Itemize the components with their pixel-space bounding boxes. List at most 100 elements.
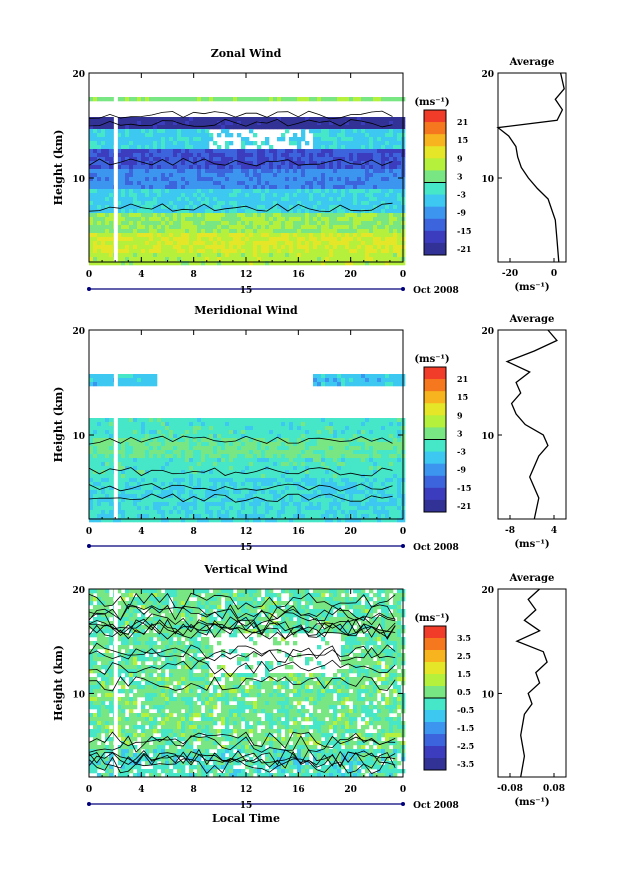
- colorbar-swatch: [424, 242, 446, 256]
- heatmap-cell: [105, 245, 110, 250]
- heatmap-cell: [313, 229, 318, 234]
- heatmap-cell: [237, 201, 242, 206]
- heatmap-cell: [365, 422, 370, 427]
- heatmap-cell: [337, 482, 342, 487]
- heatmap-cell: [353, 446, 358, 451]
- heatmap-cell: [261, 217, 266, 222]
- heatmap-cell: [329, 490, 334, 495]
- heatmap-cell: [305, 253, 310, 258]
- heatmap-cell: [397, 261, 402, 266]
- heatmap-cell: [169, 233, 174, 238]
- heatmap-cell: [361, 149, 366, 154]
- heatmap-cell: [105, 129, 110, 134]
- heatmap-cell: [317, 502, 322, 507]
- heatmap-cell: [177, 514, 182, 519]
- heatmap-cell: [241, 237, 246, 242]
- heatmap-cell: [337, 165, 342, 170]
- heatmap-cell: [365, 209, 370, 214]
- heatmap-cell: [273, 446, 278, 451]
- heatmap-cell: [325, 245, 330, 250]
- heatmap-cell: [181, 209, 186, 214]
- heatmap-cell: [233, 498, 238, 503]
- heatmap-cell: [241, 125, 246, 130]
- heatmap-cell: [397, 189, 402, 194]
- heatmap-cell: [89, 245, 94, 250]
- heatmap-cell: [221, 450, 226, 455]
- heatmap-cell: [169, 434, 174, 439]
- heatmap-cell: [161, 237, 166, 242]
- heatmap-cell: [329, 137, 334, 142]
- heatmap-cell: [253, 458, 258, 463]
- heatmap-cell: [389, 165, 394, 170]
- heatmap-cell: [145, 245, 150, 250]
- heatmap-cell: [373, 490, 378, 495]
- heatmap-cell: [277, 494, 282, 499]
- heatmap-cell: [281, 209, 286, 214]
- heatmap-cell: [109, 261, 114, 266]
- heatmap-cell: [329, 374, 334, 379]
- heatmap-cell: [337, 185, 342, 190]
- heatmap-cell: [333, 125, 338, 130]
- heatmap-cell: [301, 165, 306, 170]
- heatmap-cell: [241, 466, 246, 471]
- heatmap-cell: [157, 221, 162, 226]
- heatmap-cell: [353, 209, 358, 214]
- heatmap-cell: [157, 161, 162, 166]
- heatmap-cell: [177, 249, 182, 254]
- heatmap-cell: [297, 249, 302, 254]
- heatmap-cell: [325, 434, 330, 439]
- heatmap-cell: [389, 245, 394, 250]
- heatmap-cell: [229, 165, 234, 170]
- heatmap-cell: [329, 261, 334, 266]
- heatmap-cell: [137, 374, 142, 379]
- heatmap-cell: [241, 486, 246, 491]
- panel-title: Meridional Wind: [194, 304, 298, 317]
- heatmap-cell: [249, 201, 254, 206]
- heatmap-cell: [341, 261, 346, 266]
- heatmap-cell: [293, 205, 298, 210]
- heatmap-cell: [317, 225, 322, 230]
- heatmap-cell: [197, 474, 202, 479]
- heatmap-cell: [349, 434, 354, 439]
- heatmap-cell: [93, 237, 98, 242]
- heatmap-cell: [329, 510, 334, 515]
- heatmap-cell: [149, 506, 154, 511]
- heatmap-cell: [377, 129, 382, 134]
- heatmap-cell: [173, 121, 178, 126]
- heatmap-cell: [141, 229, 146, 234]
- heatmap-cell: [185, 510, 190, 515]
- heatmap-cell: [105, 241, 110, 246]
- heatmap-cell: [293, 213, 298, 218]
- heatmap-cell: [317, 498, 322, 503]
- heatmap-cell: [377, 257, 382, 262]
- heatmap-cell: [309, 261, 314, 266]
- heatmap-cell: [293, 506, 298, 511]
- heatmap-cell: [385, 173, 390, 178]
- heatmap-cell: [321, 225, 326, 230]
- heatmap-cell: [341, 149, 346, 154]
- heatmap-cell: [253, 141, 258, 146]
- heatmap-cell: [97, 125, 102, 130]
- heatmap-cell: [137, 466, 142, 471]
- heatmap-cell: [249, 494, 254, 499]
- heatmap-cell: [313, 426, 318, 431]
- heatmap-cell: [105, 97, 110, 102]
- heatmap-cell: [253, 518, 258, 523]
- heatmap-cell: [165, 213, 170, 218]
- heatmap-cell: [133, 434, 138, 439]
- heatmap-cell: [381, 225, 386, 230]
- heatmap-cell: [273, 229, 278, 234]
- heatmap-cell: [133, 193, 138, 198]
- heatmap-cell: [369, 229, 374, 234]
- heatmap-cell: [365, 434, 370, 439]
- heatmap-cell: [285, 249, 290, 254]
- heatmap-cell: [209, 430, 214, 435]
- heatmap-cell: [217, 494, 222, 499]
- heatmap-cell: [133, 474, 138, 479]
- heatmap-cell: [197, 173, 202, 178]
- heatmap-cell: [125, 153, 130, 158]
- heatmap-cell: [261, 470, 266, 475]
- heatmap-cell: [333, 197, 338, 202]
- heatmap-cell: [105, 157, 110, 162]
- heatmap-cell: [305, 430, 310, 435]
